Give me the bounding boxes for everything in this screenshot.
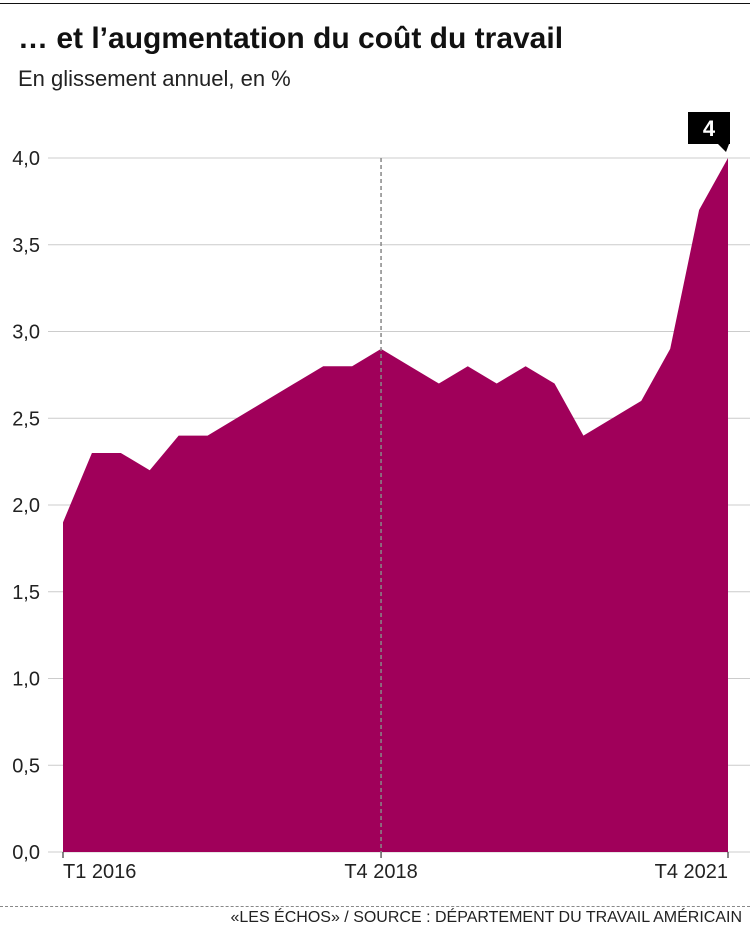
- chart-subtitle: En glissement annuel, en %: [18, 66, 291, 91]
- source-note: «LES ÉCHOS» / SOURCE : DÉPARTEMENT DU TR…: [230, 909, 742, 926]
- callout-label: 4: [703, 116, 716, 141]
- area-series: [63, 158, 728, 852]
- x-axis-ticks: T1 2016 T4 2018 T4 2021: [62, 852, 729, 883]
- x-tick-label: T4 2018: [344, 861, 417, 883]
- y-tick-label: 0,0: [12, 842, 40, 864]
- y-tick-label: 4,0: [12, 148, 40, 170]
- footer-rule: [0, 906, 750, 907]
- y-tick-label: 1,0: [12, 669, 40, 691]
- y-tick-label: 1,5: [12, 582, 40, 604]
- area-chart: 0,0 0,5 1,0 1,5 2,0 2,5 3,0 3,5 4,0 T1 2016 T4 20…: [12, 112, 750, 883]
- y-tick-label: 3,0: [12, 322, 40, 344]
- y-tick-label: 3,5: [12, 235, 40, 257]
- y-tick-label: 0,5: [12, 755, 40, 777]
- y-axis-ticks: 0,0 0,5 1,0 1,5 2,0 2,5 3,0 3,5 4,0: [12, 148, 40, 864]
- callout-box: [688, 112, 730, 152]
- x-tick-label: T1 2016: [63, 861, 136, 883]
- top-rule: [0, 3, 750, 4]
- callout-layer: 4: [688, 112, 730, 152]
- x-tick-label: T4 2021: [655, 861, 728, 883]
- y-tick-label: 2,0: [12, 495, 40, 517]
- chart-title: … et l’augmentation du coût du travail: [18, 22, 564, 55]
- area-fill: [63, 158, 728, 852]
- y-tick-label: 2,5: [12, 408, 40, 430]
